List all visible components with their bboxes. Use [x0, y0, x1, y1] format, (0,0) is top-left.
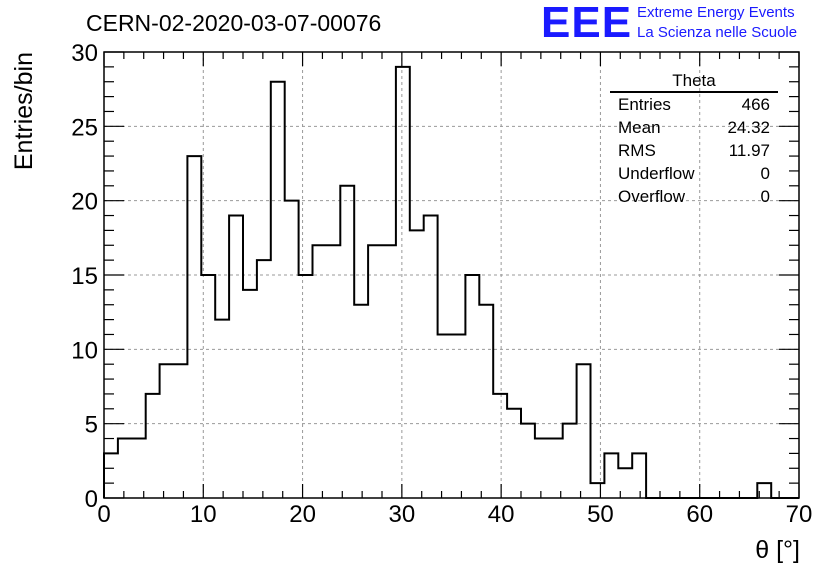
histogram-bin [118, 439, 132, 498]
logo-caption-line1: Extreme Energy Events [637, 4, 795, 21]
histogram-bin [104, 453, 118, 498]
y-axis-label: Entries/bin [10, 52, 38, 170]
histogram-bin [160, 364, 174, 498]
stats-value: 466 [741, 95, 770, 114]
x-tick-label: 0 [97, 501, 110, 528]
x-tick-label: 30 [389, 501, 416, 528]
tick-labels: 0 10 20 30 40 50 60 70 0 5 10 15 20 25 30 [71, 40, 812, 528]
histogram-bin [479, 305, 493, 498]
stats-row-entries: Entries 466 [610, 93, 778, 116]
stats-row-mean: Mean 24.32 [610, 116, 778, 139]
histogram-bin [326, 245, 340, 498]
stats-value: 0 [760, 187, 770, 206]
x-axis-label: θ [°] [755, 536, 800, 564]
histogram-bin [452, 334, 466, 498]
stats-title: Theta [610, 70, 778, 93]
y-tick-label: 25 [71, 114, 98, 141]
stats-row-overflow: Overflow 0 [610, 185, 778, 208]
x-tick-label: 50 [587, 501, 614, 528]
histogram-bin [382, 245, 396, 498]
stats-label: Entries [618, 95, 671, 114]
stats-value: 24.32 [727, 118, 770, 137]
y-tick-label: 15 [71, 263, 98, 290]
histogram-bin [549, 439, 563, 498]
y-tick-label: 5 [85, 412, 98, 439]
histogram-bin [591, 483, 605, 498]
histogram-bin [215, 320, 229, 498]
histogram-bin [396, 67, 410, 498]
histogram-bin [577, 364, 591, 498]
histogram-bin [424, 216, 438, 498]
histogram-bin [507, 409, 521, 498]
histogram-bin [535, 439, 549, 498]
logo-caption-line2: La Scienza nelle Scuole [637, 24, 798, 41]
histogram-bin [243, 290, 257, 498]
histogram-bin [438, 334, 452, 498]
histogram-bin [493, 394, 507, 498]
stats-label: Mean [618, 118, 661, 137]
stats-box: Theta Entries 466 Mean 24.32 RMS 11.97 U… [610, 70, 778, 208]
histogram-bin [465, 275, 479, 498]
histogram-bin [521, 424, 535, 498]
stats-row-underflow: Underflow 0 [610, 162, 778, 185]
stats-label: RMS [618, 141, 656, 160]
stats-row-rms: RMS 11.97 [610, 139, 778, 162]
y-tick-label: 10 [71, 337, 98, 364]
chart-title: CERN-02-2020-03-07-00076 [86, 10, 382, 36]
histogram-bin [563, 424, 577, 498]
histogram-bin [257, 260, 271, 498]
x-tick-label: 70 [786, 501, 813, 528]
histogram-bin [146, 394, 160, 498]
y-tick-label: 20 [71, 189, 98, 216]
stats-label: Underflow [618, 164, 695, 183]
histogram-bin [340, 186, 354, 498]
histogram-bin [299, 275, 313, 498]
histogram-bin [368, 245, 382, 498]
histogram-bin [132, 439, 146, 498]
histogram-bin [174, 364, 188, 498]
stats-label: Overflow [618, 187, 686, 206]
x-tick-label: 40 [488, 501, 515, 528]
histogram-bin [201, 275, 215, 498]
eee-logo: EEE [541, 0, 633, 47]
x-tick-label: 20 [289, 501, 316, 528]
x-tick-label: 10 [190, 501, 217, 528]
x-tick-label: 60 [686, 501, 713, 528]
histogram-bin [604, 453, 618, 498]
histogram-bin [229, 216, 243, 498]
histogram-outline [103, 65, 799, 499]
y-tick-label: 30 [71, 40, 98, 67]
plot-frame [103, 51, 800, 499]
histogram-bin [313, 245, 327, 498]
histogram-bin [354, 305, 368, 498]
histogram-bin [187, 156, 201, 498]
histogram-bin [410, 230, 424, 498]
histogram-bin [632, 453, 646, 498]
stats-value: 11.97 [728, 141, 770, 160]
stats-value: 0 [760, 164, 770, 183]
y-tick-label: 0 [85, 486, 98, 513]
histogram-bin [271, 82, 285, 498]
